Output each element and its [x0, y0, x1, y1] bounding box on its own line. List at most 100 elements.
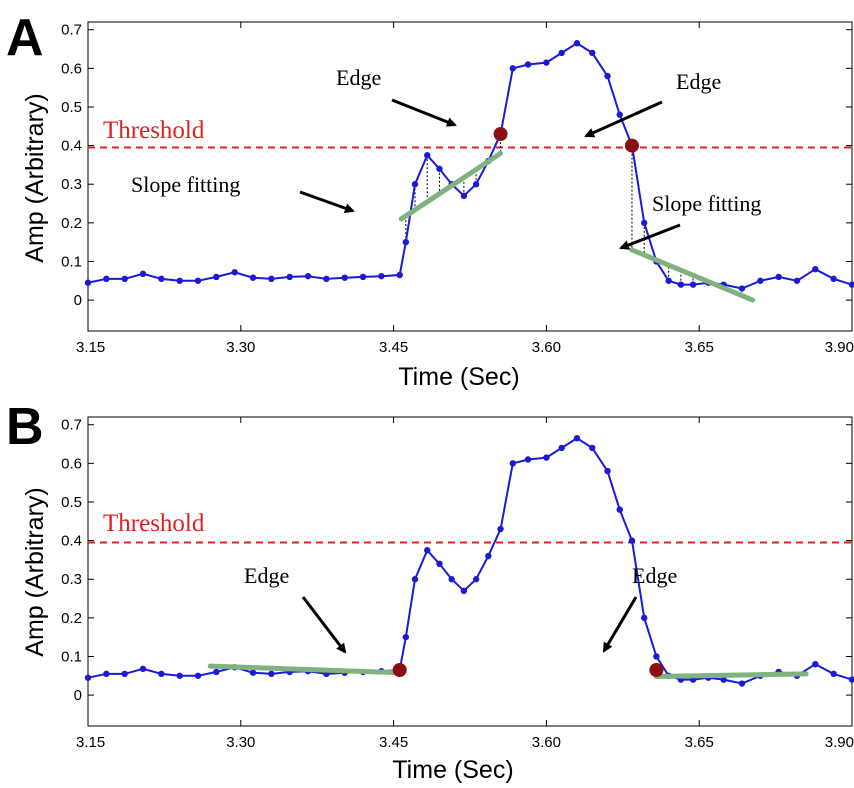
- signal-point: [341, 274, 348, 281]
- y-tick-label-a-5: 0.5: [61, 99, 82, 116]
- signal-point: [543, 454, 550, 461]
- signal-point: [139, 665, 147, 673]
- signal-point: [402, 238, 410, 246]
- signal-point: [139, 270, 147, 278]
- signal-point: [524, 456, 532, 463]
- edge-arrow-b-2: [602, 596, 638, 653]
- y-tick-label-a-3: 0.3: [61, 176, 82, 193]
- signal-point: [176, 277, 183, 284]
- fit-line-b-0: [207, 663, 403, 676]
- x-tick-label-b-4: 3.65: [685, 734, 714, 751]
- edge-arrow-b-1: [301, 596, 347, 654]
- signal-point: [558, 49, 565, 57]
- threshold-label-b: Threshold: [103, 510, 205, 537]
- signal-point: [793, 277, 801, 284]
- x-tick-label-a-3: 3.60: [532, 339, 561, 356]
- signal-point: [323, 275, 330, 283]
- signal-point: [524, 61, 532, 68]
- signal-point: [558, 444, 565, 452]
- signal-point: [738, 680, 746, 687]
- edge-label-a-2: Edge: [676, 69, 721, 94]
- y-tick-label-a-4: 0.4: [61, 138, 82, 155]
- panel-letter-b: B: [6, 398, 44, 456]
- x-tick-label-b-5: 3.90: [825, 734, 854, 751]
- panel-b: B 0 0.1 0.2 0.3 0.4 0.5 0.6 0.7 3.15 3.30 3.45 3.6…: [6, 398, 854, 784]
- signal-point: [848, 676, 854, 683]
- signal-points-a: [84, 40, 854, 292]
- signal-point: [653, 653, 660, 660]
- signal-point: [509, 65, 516, 72]
- signal-point: [424, 152, 431, 159]
- panel-a: A 0 0.1 0.2 0.3 0.4 0.5 0.6 0.7 3.15 3.30 3.45 3.6…: [6, 9, 854, 391]
- signal-point: [830, 275, 837, 283]
- x-axis-title-a: Time (Sec): [398, 363, 519, 391]
- x-tick-label-a-2: 3.45: [379, 339, 408, 356]
- signal-point: [121, 275, 128, 283]
- fit-line-b-1: [653, 671, 809, 680]
- signal-point: [616, 111, 623, 118]
- signal-point: [176, 672, 183, 679]
- signal-point: [604, 72, 611, 80]
- fit-line-a-1: [629, 247, 756, 303]
- x-tick-label-b-2: 3.45: [379, 734, 408, 751]
- signal-point: [411, 576, 419, 583]
- y-axis-a: 0 0.1 0.2 0.3 0.4 0.5 0.6 0.7: [61, 22, 852, 309]
- signal-point: [472, 576, 480, 583]
- y-tick-label-b-2: 0.2: [61, 610, 82, 627]
- x-tick-label-a-4: 3.65: [685, 339, 714, 356]
- threshold-label-a: Threshold: [103, 117, 205, 144]
- signal-point: [194, 277, 202, 284]
- y-tick-label-b-6: 0.6: [61, 455, 82, 472]
- signal-point: [812, 661, 819, 668]
- signal-point: [448, 576, 455, 583]
- signal-point: [268, 670, 275, 678]
- signal-point: [472, 181, 480, 188]
- x-tick-label-a-0: 3.15: [76, 339, 105, 356]
- signal-points-b: [84, 435, 854, 687]
- signal-point: [757, 277, 764, 284]
- signal-point: [640, 614, 648, 622]
- signal-point: [543, 59, 550, 66]
- signal-point: [436, 560, 443, 567]
- signal-point: [738, 285, 746, 292]
- signal-point: [848, 281, 854, 288]
- signal-point: [573, 40, 581, 47]
- x-axis-title-b: Time (Sec): [392, 756, 513, 784]
- y-tick-label-a-0: 0: [74, 292, 82, 309]
- signal-point: [396, 271, 403, 279]
- y-axis-title-a: Amp (Arbitrary): [21, 93, 49, 262]
- signal-point: [194, 672, 202, 679]
- signal-point: [359, 273, 367, 281]
- signal-point: [573, 435, 581, 442]
- edge-marker-b-0: [392, 662, 407, 677]
- signal-point: [249, 669, 257, 676]
- x-tick-label-b-1: 3.30: [226, 734, 255, 751]
- signal-point: [616, 506, 623, 513]
- edge-markers-a: [493, 127, 639, 153]
- panel-letter-a: A: [6, 9, 44, 67]
- signal-point: [689, 281, 697, 288]
- signal-point: [268, 275, 275, 283]
- signal-point: [830, 670, 837, 678]
- signal-point: [121, 670, 128, 678]
- fit-lines-a: [398, 150, 756, 303]
- x-tick-label-a-1: 3.30: [226, 339, 255, 356]
- signal-point: [304, 272, 312, 280]
- signal-point: [402, 633, 410, 641]
- y-tick-label-a-6: 0.6: [61, 60, 82, 77]
- signal-point: [604, 467, 611, 475]
- edge-marker-a-1: [624, 138, 639, 153]
- signal-point: [231, 269, 238, 276]
- signal-point: [84, 279, 92, 286]
- edge-markers-b: [392, 662, 664, 677]
- plot-area-b: [87, 416, 853, 727]
- signal-point: [628, 537, 636, 544]
- y-axis-b: 0 0.1 0.2 0.3 0.4 0.5 0.6 0.7: [61, 417, 852, 704]
- x-tick-label-b-3: 3.60: [532, 734, 561, 751]
- signal-point: [158, 275, 165, 283]
- signal-line-a: [87, 42, 853, 290]
- signal-point: [485, 552, 492, 560]
- y-tick-label-a-7: 0.7: [61, 22, 82, 39]
- fit-label-a-1: Slope fitting: [131, 172, 240, 197]
